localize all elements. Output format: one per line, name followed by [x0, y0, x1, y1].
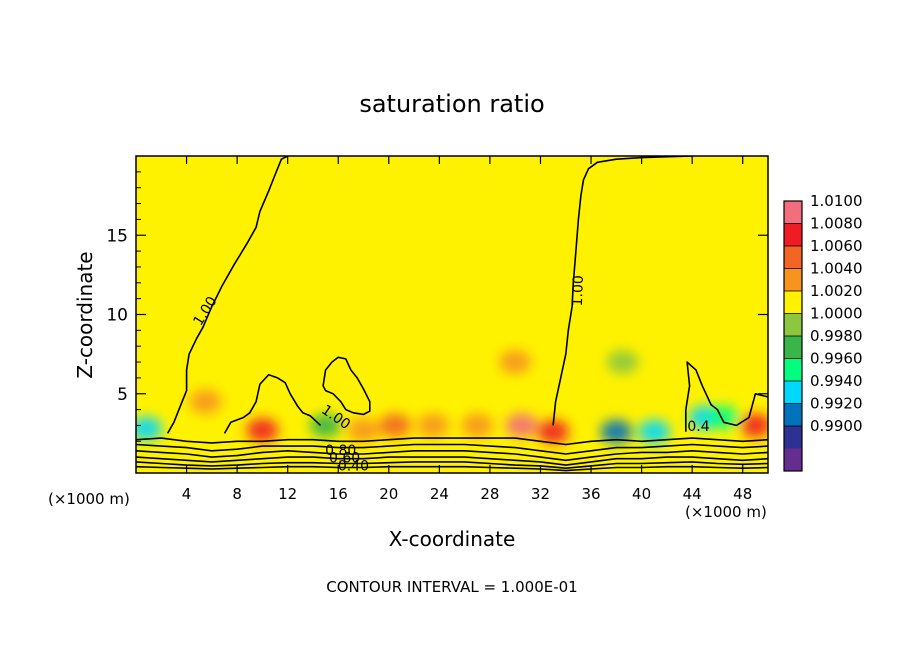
plot-background-field	[136, 156, 768, 473]
colorbar-label: 1.0000	[810, 305, 863, 323]
contour-line	[685, 361, 768, 432]
colorbar-band	[784, 381, 802, 404]
contour-line	[136, 443, 768, 455]
x-tick-label: 12	[278, 485, 297, 503]
field-feature-max	[347, 418, 380, 443]
contour-line	[552, 156, 693, 426]
field-features	[136, 350, 768, 444]
x-tick-label: 48	[733, 485, 752, 503]
contour-line	[322, 356, 371, 416]
y-tick-label: 10	[106, 306, 128, 326]
colorbar-label: 0.9960	[810, 350, 863, 368]
contour-label: 0.40	[338, 459, 369, 475]
x-axis-label: X-coordinate	[389, 527, 516, 551]
x-tick-label: 4	[182, 485, 192, 503]
y-tick-label: 5	[117, 385, 128, 405]
colorbar-label: 0.9900	[810, 417, 863, 435]
field-feature-min	[600, 419, 633, 444]
x-tick-label: 40	[632, 485, 651, 503]
field-feature-min	[136, 416, 163, 441]
colorbar: 1.0100 1.0080 1.0060 1.0040 1.0020 1.0000 0.99…	[783, 192, 863, 472]
field-feature-max	[417, 413, 450, 438]
contour-line	[223, 373, 322, 434]
contour-interval-footer: CONTOUR INTERVAL = 1.000E-01	[326, 578, 577, 596]
x-tick-label: 32	[531, 485, 550, 503]
colorbar-label: 1.0100	[810, 192, 863, 210]
field-feature-max	[296, 373, 329, 398]
field-feature-max	[537, 419, 570, 444]
contour-label: 0.80	[325, 443, 356, 459]
y-axis-ticks: 5 10 15	[106, 171, 768, 458]
field-feature-min	[309, 413, 342, 438]
colorbar-band	[784, 291, 802, 314]
colorbar-label: 0.9920	[810, 395, 863, 413]
contour-lines	[136, 156, 768, 472]
colorbar-frame	[783, 200, 803, 472]
contour-line	[136, 437, 768, 446]
y-axis-label: Z-coordinate	[73, 251, 97, 378]
colorbar-band	[784, 313, 802, 336]
colorbar-band	[784, 336, 802, 359]
colorbar-band-bottom	[784, 448, 802, 471]
field-feature-min	[638, 419, 671, 444]
plot-area: 1.001.001.000.800.600.400.4	[135, 155, 769, 475]
contour-line	[166, 156, 289, 434]
colorbar-band	[784, 201, 802, 224]
contour-label: 0.4	[687, 419, 709, 435]
chart-title: saturation ratio	[359, 90, 544, 118]
colorbar-label: 0.9940	[810, 372, 863, 390]
field-feature-min	[606, 350, 639, 375]
colorbar-label: 1.0080	[810, 215, 863, 233]
x-tick-label: 36	[581, 485, 600, 503]
colorbar-band	[784, 268, 802, 291]
x-tick-label: 16	[329, 485, 348, 503]
colorbar-label: 1.0020	[810, 282, 863, 300]
colorbar-band	[784, 223, 802, 246]
field-feature-max	[379, 413, 412, 438]
field-feature-max	[461, 413, 494, 438]
colorbar-label: 0.9980	[810, 327, 863, 345]
x-axis-ticks: 4 8 12 16 20 24 28 32 36 40 44 48	[182, 156, 752, 503]
x-tick-label: 20	[379, 485, 398, 503]
contour-label: 1.00	[570, 275, 587, 307]
field-feature-min	[707, 405, 740, 430]
x-tick-label: 28	[480, 485, 499, 503]
field-feature-max	[505, 413, 538, 438]
contour-line	[136, 450, 768, 462]
contour-label: 0.60	[329, 451, 360, 467]
x-tick-label: 44	[683, 485, 702, 503]
colorbar-band	[784, 403, 802, 426]
x-tick-label: 8	[232, 485, 242, 503]
field-feature-max	[739, 413, 768, 438]
field-feature-max	[246, 418, 279, 443]
field-feature-max	[423, 373, 456, 398]
field-feature-max	[189, 389, 222, 414]
x-unit-left: (×1000 m)	[48, 490, 130, 508]
y-tick-label: 15	[106, 226, 128, 246]
colorbar-band	[784, 426, 802, 449]
x-tick-label: 24	[430, 485, 449, 503]
contour-line	[136, 461, 768, 469]
colorbar-label: 1.0040	[810, 260, 863, 278]
contour-line	[136, 465, 768, 472]
colorbar-band	[784, 246, 802, 269]
colorbar-band	[784, 358, 802, 381]
x-unit-right: (×1000 m)	[685, 503, 767, 521]
field-feature-max	[499, 350, 532, 375]
colorbar-label: 1.0060	[810, 237, 863, 255]
contour-line	[136, 456, 768, 466]
